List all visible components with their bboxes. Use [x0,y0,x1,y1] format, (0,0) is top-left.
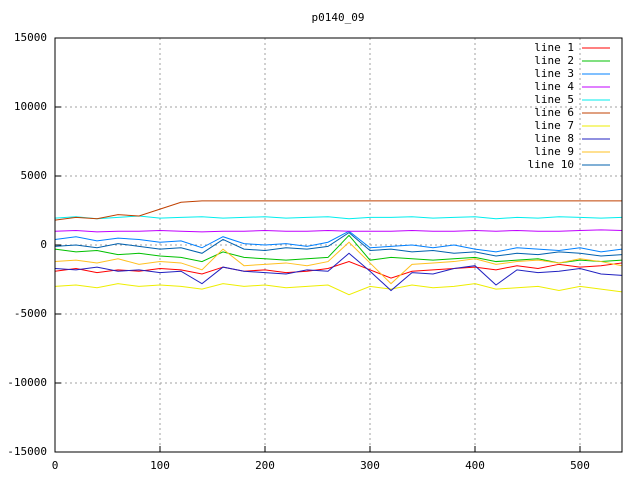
line [54,252,623,292]
legend-label: line 2 [534,54,574,67]
legend-label: line 6 [534,106,574,119]
line [54,283,623,296]
legend-label: line 7 [534,119,574,132]
y-tick-label: 0 [40,238,47,251]
x-tick-label: 300 [360,459,380,472]
plot-frame [54,37,623,453]
y-tick-label: 10000 [14,100,47,113]
x-tick-label: 200 [255,459,275,472]
y-tick-label: -15000 [7,445,47,458]
legend-label: line 10 [528,158,574,171]
legend-label: line 5 [534,93,574,106]
legend-label: line 8 [534,132,574,145]
x-tick-label: 100 [150,459,170,472]
line [54,231,623,257]
x-tick-label: 0 [52,459,59,472]
y-tick-label: -5000 [14,307,47,320]
x-tick-label: 500 [570,459,590,472]
line [54,230,623,253]
line [54,234,623,264]
line [54,215,623,220]
line [54,261,623,279]
line [54,229,623,233]
y-tick-label: -10000 [7,376,47,389]
line [54,200,622,221]
line [54,241,623,285]
legend-label: line 3 [534,67,574,80]
chart-title: p0140_09 [312,11,365,24]
legend-label: line 4 [534,80,574,93]
y-tick-label: 15000 [14,31,47,44]
legend-label: line 9 [534,145,574,158]
x-tick-label: 400 [465,459,485,472]
y-tick-label: 5000 [21,169,48,182]
legend-label: line 1 [534,41,574,54]
